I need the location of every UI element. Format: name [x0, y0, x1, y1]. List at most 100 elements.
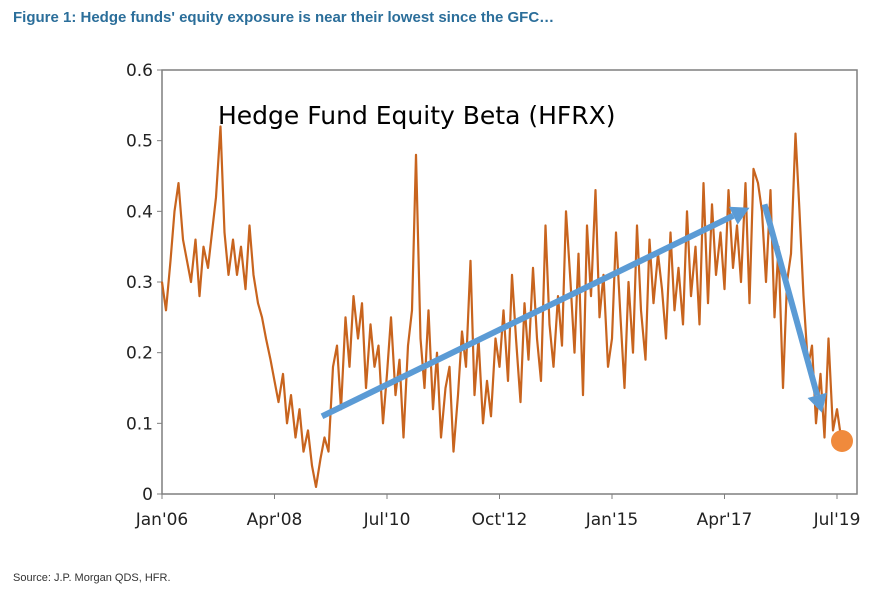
data-point [227, 274, 230, 276]
data-point [190, 281, 192, 283]
data-point [811, 344, 813, 347]
data-point [836, 408, 838, 411]
data-point [457, 394, 459, 396]
data-point [615, 231, 617, 234]
arrow-layer [320, 203, 853, 452]
data-point [469, 260, 472, 262]
data-point [740, 281, 742, 283]
data-point [461, 330, 463, 333]
data-point [832, 429, 834, 432]
data-point [548, 323, 551, 326]
data-point [219, 125, 222, 128]
y-tick-label: 0.5 [126, 132, 153, 152]
data-point [419, 337, 422, 340]
data-point [752, 168, 755, 170]
data-point [798, 210, 801, 213]
data-point [669, 231, 672, 234]
trend-arrow-head-1 [728, 206, 750, 225]
data-point [690, 295, 692, 297]
data-point [719, 231, 722, 234]
data-point [352, 295, 355, 297]
data-point [815, 422, 817, 425]
data-point [298, 408, 301, 411]
data-point [523, 302, 526, 305]
data-point [440, 436, 442, 439]
data-point [448, 366, 451, 368]
data-point [161, 281, 163, 283]
data-point [502, 309, 505, 312]
beta-series-line [160, 125, 843, 488]
data-point [794, 132, 797, 135]
trend-arrow-2 [761, 203, 821, 397]
data-point [248, 224, 251, 227]
data-point [598, 316, 601, 319]
data-point [677, 267, 680, 269]
data-point [315, 486, 317, 488]
data-point [390, 316, 392, 319]
data-point [490, 415, 492, 418]
data-point [198, 295, 201, 297]
latest-value-marker [831, 430, 853, 452]
data-point [736, 224, 738, 227]
y-axis: 0 0.1 0.2 0.3 0.4 0.5 0.6 [126, 61, 162, 505]
data-point [619, 316, 622, 319]
data-point [436, 351, 438, 354]
data-point [594, 189, 597, 191]
data-point [577, 252, 580, 255]
data-point [561, 344, 563, 347]
data-point [636, 224, 638, 227]
data-point [232, 238, 234, 241]
data-point [782, 387, 784, 389]
data-point [319, 457, 322, 460]
data-point [357, 337, 359, 340]
data-point [415, 154, 417, 156]
data-point [273, 380, 276, 382]
x-tick-label: Oct'12 [472, 510, 528, 530]
data-point [586, 224, 588, 227]
data-point [519, 401, 522, 403]
data-point [607, 366, 609, 368]
data-point [265, 337, 267, 340]
data-point [269, 358, 272, 361]
data-point [294, 436, 297, 439]
data-point [827, 337, 830, 340]
data-point [552, 366, 555, 368]
data-point [202, 245, 205, 248]
data-point [444, 387, 447, 389]
data-point [665, 337, 667, 340]
data-point [723, 288, 726, 290]
data-point [732, 267, 734, 269]
data-point [402, 436, 405, 439]
data-point [327, 450, 330, 453]
data-point [640, 309, 642, 312]
data-point [757, 182, 759, 184]
data-point [682, 323, 684, 326]
x-tick-label: Apr'17 [697, 510, 753, 530]
data-point [715, 274, 717, 276]
data-point [686, 210, 688, 213]
data-point [532, 267, 534, 269]
y-tick-label: 0.2 [126, 344, 153, 364]
data-point [823, 436, 826, 439]
x-tick-label: Jul'19 [813, 510, 861, 530]
trend-arrow-head-2 [807, 392, 827, 413]
data-point [711, 203, 713, 206]
data-point [707, 302, 709, 305]
data-point [702, 182, 705, 184]
data-point [790, 252, 792, 255]
data-point [407, 344, 409, 347]
data-point [540, 380, 542, 382]
y-tick-label: 0.4 [126, 202, 153, 222]
data-point [290, 394, 292, 396]
x-tick-label: Apr'08 [247, 510, 303, 530]
data-point [494, 337, 497, 340]
data-point [536, 337, 538, 340]
data-point [394, 394, 397, 396]
data-point [565, 210, 567, 213]
data-point [257, 302, 259, 305]
data-point [611, 337, 613, 340]
data-point [582, 394, 584, 396]
data-point [432, 408, 434, 411]
data-point [698, 323, 701, 326]
data-point [473, 394, 476, 396]
